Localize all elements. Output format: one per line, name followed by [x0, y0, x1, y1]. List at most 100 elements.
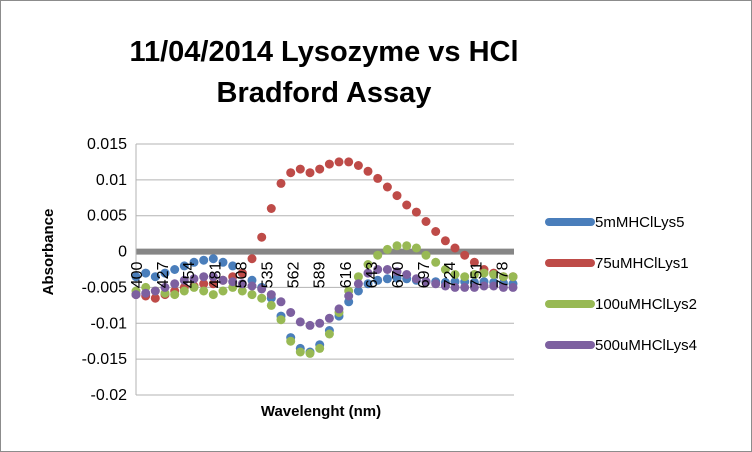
data-point — [295, 317, 305, 327]
data-point — [295, 347, 305, 357]
data-point — [179, 261, 189, 271]
data-point — [160, 268, 170, 278]
data-point — [402, 241, 412, 251]
data-point — [257, 284, 267, 294]
data-point — [489, 270, 499, 279]
data-point — [450, 270, 460, 279]
data-point — [189, 282, 199, 292]
data-point — [382, 244, 392, 254]
data-point — [315, 164, 325, 174]
data-point — [353, 279, 363, 289]
data-point — [421, 250, 431, 260]
data-point — [344, 157, 354, 167]
data-point — [392, 241, 402, 251]
data-point — [305, 348, 315, 358]
x-tick-label: 481 — [207, 262, 224, 289]
data-point — [469, 270, 479, 279]
data-point — [373, 250, 383, 260]
data-point — [208, 254, 218, 264]
data-point — [150, 272, 160, 282]
data-point — [489, 281, 499, 291]
legend-entry: 500uMHClLys4 — [545, 337, 697, 354]
data-point — [208, 279, 218, 289]
data-point — [450, 282, 460, 292]
data-point — [440, 236, 450, 246]
x-tick-label: 454 — [181, 262, 198, 289]
data-point — [179, 286, 189, 296]
x-tick-label: 535 — [260, 262, 277, 289]
gridlines — [135, 143, 514, 396]
data-point — [286, 336, 296, 346]
series-500uMHClLys4 — [131, 265, 518, 330]
data-point — [218, 275, 228, 285]
data-point — [392, 191, 402, 201]
x-tick-label: 427 — [155, 262, 172, 289]
data-point — [402, 270, 412, 279]
data-point — [218, 286, 228, 296]
data-point — [373, 265, 383, 274]
y-tick-label: -0.02 — [91, 387, 128, 404]
data-point — [189, 274, 199, 284]
y-tick-label: -0.01 — [91, 315, 128, 332]
y-axis-ticks: 0.015 0.01 0.005 0 -0.005 -0.01 -0.015 -0.02 — [82, 136, 127, 404]
data-point — [199, 272, 209, 282]
data-point — [353, 272, 363, 282]
data-point — [498, 272, 508, 282]
data-point — [247, 254, 257, 264]
data-point — [131, 290, 141, 300]
data-point — [286, 168, 296, 178]
x-tick-label: 643 — [364, 262, 381, 289]
data-point — [276, 297, 286, 307]
data-point — [382, 265, 392, 274]
data-point — [431, 257, 441, 267]
legend-label: 500uMHClLys4 — [595, 337, 697, 354]
data-point — [228, 277, 238, 287]
data-point — [460, 282, 470, 292]
data-point — [276, 178, 286, 188]
data-point — [305, 320, 315, 330]
x-tick-label: 724 — [442, 262, 459, 289]
data-point — [305, 168, 315, 178]
data-point — [498, 282, 508, 292]
chart-title-line-1: 11/04/2014 Lysozyme vs HCl — [129, 36, 518, 68]
data-point — [247, 281, 257, 291]
y-tick-label: -0.015 — [82, 351, 127, 368]
x-tick-label: 778 — [494, 262, 511, 289]
x-tick-label: 589 — [312, 262, 329, 289]
data-point — [469, 257, 479, 267]
data-point — [141, 288, 151, 298]
data-point — [411, 207, 421, 217]
data-point — [344, 291, 354, 301]
x-tick-label: 697 — [416, 262, 433, 289]
data-point — [402, 200, 412, 210]
data-point — [266, 300, 276, 310]
data-point — [460, 250, 470, 260]
series-100uMHClLys2 — [131, 241, 518, 358]
x-axis-title: Wavelenght (nm) — [261, 403, 381, 420]
data-point — [450, 243, 460, 253]
x-tick-label: 616 — [338, 262, 355, 289]
data-point — [324, 159, 334, 169]
y-tick-label: 0.005 — [87, 208, 127, 225]
data-point — [469, 282, 479, 292]
data-point — [363, 279, 373, 289]
data-point — [411, 274, 421, 284]
data-point — [276, 315, 286, 325]
chart-title-line-2: Bradford Assay — [217, 77, 432, 109]
data-point — [315, 318, 325, 328]
data-point — [247, 290, 257, 300]
legend: 5mMHClLys5 75uMHClLys1 100uMHClLys2 500uMHC… — [545, 214, 697, 354]
legend-entry: 75uMHClLys1 — [545, 255, 689, 272]
data-point — [324, 329, 334, 339]
data-point — [189, 257, 199, 267]
data-point — [508, 272, 518, 282]
data-point — [266, 204, 276, 213]
data-point — [266, 290, 276, 300]
data-point — [479, 268, 489, 278]
data-point — [257, 293, 267, 303]
data-point — [208, 290, 218, 300]
x-tick-label: 562 — [286, 262, 303, 289]
x-tick-label: 751 — [468, 262, 485, 289]
data-point — [170, 265, 180, 274]
